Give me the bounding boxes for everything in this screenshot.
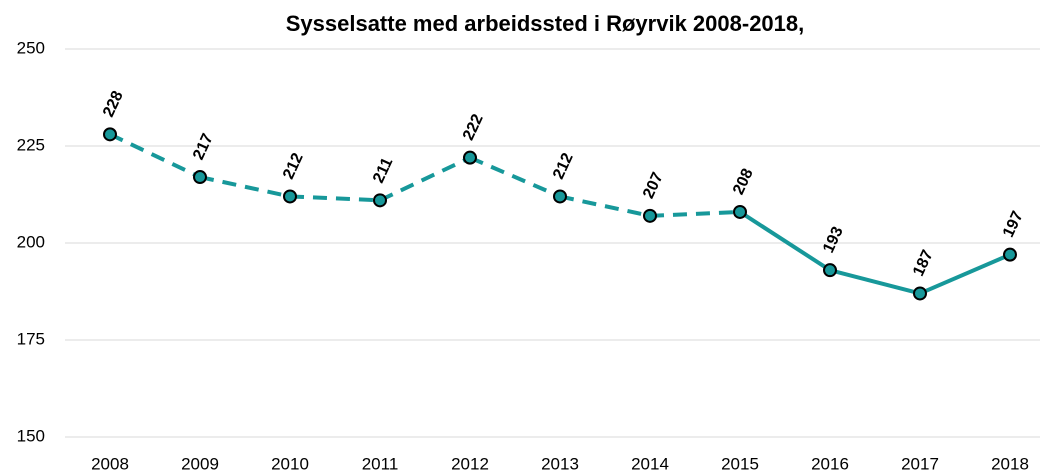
line-segment bbox=[289, 194, 381, 203]
point bbox=[553, 189, 567, 204]
value-label: 197 bbox=[1000, 209, 1027, 240]
point bbox=[283, 189, 297, 204]
point bbox=[733, 204, 747, 219]
y-tick-label: 200 bbox=[17, 232, 45, 251]
line-segment bbox=[829, 268, 921, 296]
value-label: 193 bbox=[820, 224, 847, 255]
x-tick-label: 2015 bbox=[721, 454, 759, 473]
point bbox=[643, 208, 657, 223]
line-segment bbox=[199, 175, 291, 199]
x-tick-label: 2008 bbox=[91, 454, 129, 473]
value-label: 187 bbox=[910, 247, 937, 278]
point bbox=[103, 127, 117, 142]
x-tick-label: 2009 bbox=[181, 454, 219, 473]
line-segment bbox=[379, 155, 471, 203]
x-tick-label: 2013 bbox=[541, 454, 579, 473]
point bbox=[823, 263, 837, 278]
value-label: 217 bbox=[190, 131, 217, 162]
line-segment bbox=[919, 252, 1011, 296]
line-segment bbox=[469, 155, 561, 199]
point bbox=[913, 286, 927, 301]
point bbox=[193, 170, 207, 185]
line-segment bbox=[559, 194, 651, 218]
x-tick-label: 2011 bbox=[362, 454, 399, 473]
value-label: 222 bbox=[460, 112, 487, 143]
line-segment bbox=[109, 132, 201, 179]
line-segment bbox=[738, 210, 832, 272]
x-tick-label: 2018 bbox=[991, 454, 1029, 473]
point bbox=[373, 193, 387, 208]
y-tick-label: 225 bbox=[17, 135, 45, 154]
value-label: 228 bbox=[100, 88, 127, 119]
x-tick-label: 2014 bbox=[631, 454, 669, 473]
value-label: 208 bbox=[730, 166, 757, 197]
y-tick-label: 250 bbox=[17, 38, 45, 57]
y-tick-label: 175 bbox=[17, 329, 45, 348]
y-tick-label: 150 bbox=[17, 426, 45, 445]
point bbox=[1003, 247, 1017, 262]
line-segment bbox=[649, 209, 741, 218]
value-label: 212 bbox=[550, 150, 577, 181]
x-tick-label: 2010 bbox=[271, 454, 309, 473]
x-tick-label: 2017 bbox=[901, 454, 939, 473]
chart-title: Sysselsatte med arbeidssted i Røyrvik 20… bbox=[286, 11, 805, 36]
value-label: 207 bbox=[640, 170, 667, 201]
value-label: 211 bbox=[370, 155, 396, 186]
x-tick-label: 2012 bbox=[451, 454, 489, 473]
value-label: 212 bbox=[280, 150, 307, 181]
point bbox=[463, 150, 477, 165]
x-tick-label: 2016 bbox=[811, 454, 849, 473]
